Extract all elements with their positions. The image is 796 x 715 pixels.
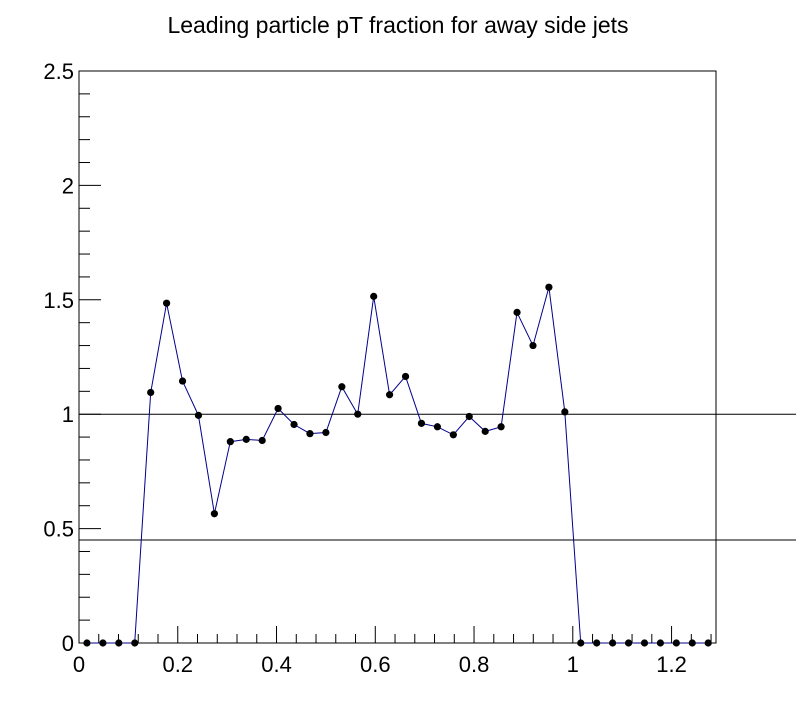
x-tick-label: 1.2: [656, 652, 687, 677]
data-point: [401, 372, 410, 381]
data-point: [529, 341, 537, 350]
x-tick-label: 0.2: [162, 652, 193, 677]
data-point: [593, 639, 601, 647]
data-point: [274, 404, 282, 413]
data-point: [672, 639, 680, 647]
data-point: [131, 639, 139, 647]
y-axis: 0 0.5 1 1.5 2 2.5: [43, 59, 101, 656]
series-line: [87, 287, 709, 644]
data-point: [449, 431, 457, 439]
chart-title: Leading particle pT fraction for away si…: [167, 12, 628, 38]
data-point: [226, 438, 234, 446]
data-point: [417, 419, 426, 427]
data-point: [322, 428, 330, 437]
data-point: [162, 299, 171, 307]
y-tick-label: 2: [62, 173, 74, 198]
x-tick-label: 0.8: [459, 652, 490, 677]
data-point: [258, 436, 266, 445]
data-point: [688, 639, 696, 647]
data-point: [147, 388, 155, 397]
x-tick-label: 0: [73, 652, 85, 677]
data-point: [338, 383, 346, 391]
data-point: [656, 639, 664, 647]
data-point: [83, 639, 91, 647]
series-line-group: [87, 287, 709, 644]
y-tick-label: 1.5: [43, 288, 74, 313]
data-point: [513, 308, 521, 316]
data-point: [577, 639, 585, 647]
x-tick-label: 1: [567, 652, 579, 677]
data-point: [624, 639, 633, 647]
data-point: [210, 510, 218, 518]
y-tick-label: 0.5: [43, 517, 74, 542]
plot-frame: [78, 70, 717, 644]
data-point: [242, 435, 250, 443]
data-point: [290, 420, 298, 429]
data-point: [370, 292, 378, 300]
data-point: [433, 423, 441, 431]
series-points-group: [83, 283, 712, 647]
y-tick-label: 1: [62, 402, 74, 427]
data-point: [545, 283, 553, 291]
x-tick-label: 0.6: [360, 652, 391, 677]
y-tick-label: 0: [62, 631, 74, 656]
data-point: [497, 423, 505, 431]
data-point: [465, 412, 473, 421]
data-point: [608, 639, 617, 647]
data-point: [99, 639, 107, 647]
data-point: [354, 410, 362, 418]
data-point: [194, 411, 203, 419]
data-point: [704, 639, 712, 647]
y-tick-label: 2.5: [43, 59, 74, 84]
data-point: [640, 639, 649, 647]
data-point: [561, 408, 569, 416]
x-axis: 0 0.2 0.4 0.6 0.8 1 1.2: [73, 626, 712, 677]
data-point: [481, 427, 489, 435]
data-point: [178, 377, 187, 385]
data-point: [385, 391, 394, 399]
data-point: [115, 639, 123, 647]
x-tick-label: 0.4: [261, 652, 292, 677]
reference-lines: [79, 413, 796, 541]
data-point: [306, 430, 314, 438]
